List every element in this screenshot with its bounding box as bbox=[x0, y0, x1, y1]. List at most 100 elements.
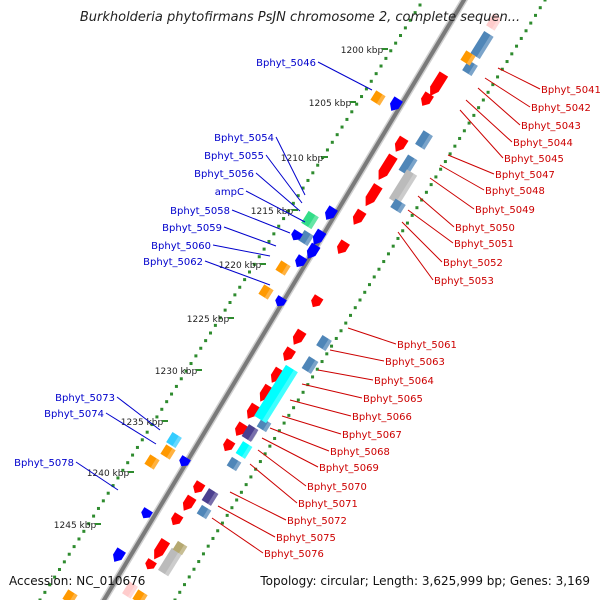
scale-tick bbox=[543, 0, 547, 2]
gene-cyan-block-highlight bbox=[262, 369, 298, 424]
gene-red-arrow bbox=[145, 558, 157, 570]
gene-gray-block-shape bbox=[388, 169, 418, 205]
gene-red-arrow-shape bbox=[365, 183, 383, 207]
left-gene-label: Bphyt_5073 bbox=[55, 393, 115, 404]
scale-tick bbox=[363, 290, 367, 294]
scale-tick bbox=[316, 163, 320, 167]
gene-steelblue-block-highlight bbox=[202, 508, 212, 520]
gene-blue-arrow bbox=[179, 455, 191, 467]
scale-tick bbox=[505, 60, 509, 64]
scale-tick bbox=[233, 293, 237, 297]
gene-red-arrow bbox=[378, 153, 398, 180]
scale-tick bbox=[462, 129, 466, 133]
gene-orange-block-highlight bbox=[281, 264, 291, 276]
scale-tick bbox=[121, 468, 125, 472]
scale-tick bbox=[364, 87, 368, 91]
leader-line bbox=[289, 399, 352, 417]
leader-line bbox=[223, 226, 277, 247]
scale-tick bbox=[315, 367, 319, 371]
scale-tick bbox=[481, 98, 485, 102]
gene-steelblue-block-highlight bbox=[476, 34, 494, 59]
scale-tick bbox=[96, 506, 100, 510]
gene-blue-arrow-shape bbox=[113, 547, 126, 562]
gene-steelblue-block-shape bbox=[226, 456, 242, 472]
gene-blue-arrow bbox=[113, 547, 126, 562]
scale-tick bbox=[448, 152, 452, 156]
scale-tick bbox=[301, 186, 305, 190]
gene-steelblue-block bbox=[390, 198, 406, 214]
scale-tick bbox=[206, 544, 210, 548]
right-gene-label: Bphyt_5045 bbox=[504, 154, 564, 165]
scale-tick bbox=[286, 209, 290, 213]
gene-cyan-block-shape bbox=[166, 431, 182, 449]
gene-orange-block-highlight bbox=[138, 593, 148, 600]
scale-tick bbox=[413, 11, 417, 15]
scale-tick bbox=[201, 552, 205, 556]
left-gene-label: Bphyt_5059 bbox=[162, 223, 222, 234]
scale-tick bbox=[429, 183, 433, 187]
map-title: Burkholderia phytofirmans PsJN chromosom… bbox=[79, 10, 521, 25]
right-gene-label: Bphyt_5076 bbox=[264, 549, 324, 560]
gene-green-block bbox=[301, 210, 319, 230]
gene-steelblue-block-shape bbox=[390, 198, 406, 214]
gene-blue-arrow bbox=[312, 228, 327, 245]
leader-line bbox=[116, 396, 161, 431]
scale-tick bbox=[408, 18, 412, 22]
gene-pink-block-highlight bbox=[127, 584, 138, 599]
scale-tick bbox=[325, 148, 329, 152]
scale-tick bbox=[330, 140, 334, 144]
gene-gray-block bbox=[388, 169, 418, 205]
scale-tick bbox=[252, 262, 256, 266]
accession-label: Accession: NC_010676 bbox=[9, 574, 146, 588]
scale-tick bbox=[524, 29, 528, 33]
scale-tick bbox=[384, 56, 388, 60]
gene-red-arrow bbox=[337, 239, 350, 254]
scale-tick bbox=[57, 567, 61, 571]
gene-orange-block-highlight bbox=[166, 448, 176, 460]
scale-tick bbox=[249, 475, 253, 479]
gene-red-arrow bbox=[292, 328, 307, 345]
leader-line bbox=[281, 415, 342, 435]
gene-steelblue-block-highlight bbox=[421, 134, 433, 150]
leader-line bbox=[231, 209, 291, 234]
left-gene-label: Bphyt_5046 bbox=[256, 58, 316, 69]
gene-steelblue-block bbox=[301, 356, 319, 374]
gene-red-arrow bbox=[223, 438, 236, 452]
gene-khaki-block bbox=[172, 540, 188, 556]
scale-tick bbox=[415, 206, 419, 210]
gene-red-arrow-shape bbox=[223, 438, 236, 452]
leader-line bbox=[439, 164, 485, 191]
gene-steelblue-block-shape bbox=[316, 334, 332, 352]
leader-line bbox=[204, 260, 271, 286]
scale-tick bbox=[184, 369, 188, 373]
gene-cyan-block-shape bbox=[254, 364, 298, 424]
gene-steelblue-block bbox=[462, 59, 478, 77]
right-gene-label: Bphyt_5061 bbox=[397, 340, 457, 351]
gene-steelblue-block-highlight bbox=[307, 360, 319, 374]
gene-red-arrow bbox=[246, 402, 261, 419]
gene-red-arrow bbox=[430, 71, 449, 97]
scale-tick bbox=[116, 476, 120, 480]
leader-line bbox=[429, 177, 475, 210]
leader-line bbox=[265, 154, 303, 204]
scale-tick bbox=[243, 278, 247, 282]
gene-red-arrow-shape bbox=[235, 421, 248, 436]
right-gene-label: Bphyt_5042 bbox=[531, 103, 591, 114]
scale-tick bbox=[325, 352, 329, 356]
leader-line bbox=[477, 87, 521, 126]
gene-red-arrow bbox=[421, 91, 434, 106]
gene-red-arrow-shape bbox=[171, 512, 184, 526]
leader-line bbox=[261, 437, 319, 468]
scale-tick bbox=[67, 552, 71, 556]
scale-tick bbox=[43, 590, 47, 594]
gene-cyan-block bbox=[166, 431, 182, 449]
gene-blue-arrow-shape bbox=[325, 205, 338, 220]
scale-tick bbox=[434, 175, 438, 179]
scale-tick bbox=[53, 575, 57, 579]
scale-tick bbox=[220, 521, 224, 525]
gene-red-arrow-shape bbox=[337, 239, 350, 254]
scale-tick bbox=[344, 321, 348, 325]
scale-tick bbox=[496, 75, 500, 79]
gene-red-arrow-shape bbox=[311, 294, 324, 308]
left-gene-label: Bphyt_5078 bbox=[14, 458, 74, 469]
